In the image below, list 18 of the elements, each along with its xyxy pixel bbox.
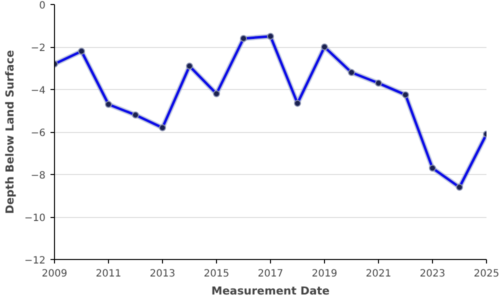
y-tick-label: −6 <box>30 128 46 139</box>
x-tick-label: 2013 <box>150 268 176 280</box>
y-tick-label: −10 <box>24 213 46 224</box>
y-tick-label: −12 <box>24 256 46 266</box>
x-tick-label: 2021 <box>366 268 392 280</box>
x-tick-label: 2017 <box>258 268 284 280</box>
x-tick-label: 2023 <box>420 268 446 280</box>
y-tick-label: 0 <box>39 0 46 12</box>
x-tick-label: 2019 <box>312 268 338 280</box>
y-tick-label: −2 <box>30 43 46 54</box>
y-tick-label: −4 <box>30 86 46 96</box>
x-tick-label: 2011 <box>96 268 122 280</box>
y-axis-title: Depth Below Land Surface <box>3 50 16 214</box>
x-axis-title: Measurement Date <box>211 284 330 298</box>
x-tick-label: 2009 <box>42 268 68 280</box>
y-tick-label: −8 <box>30 170 46 182</box>
x-tick-label: 2015 <box>204 268 230 280</box>
x-tick-label: 2025 <box>474 268 500 280</box>
